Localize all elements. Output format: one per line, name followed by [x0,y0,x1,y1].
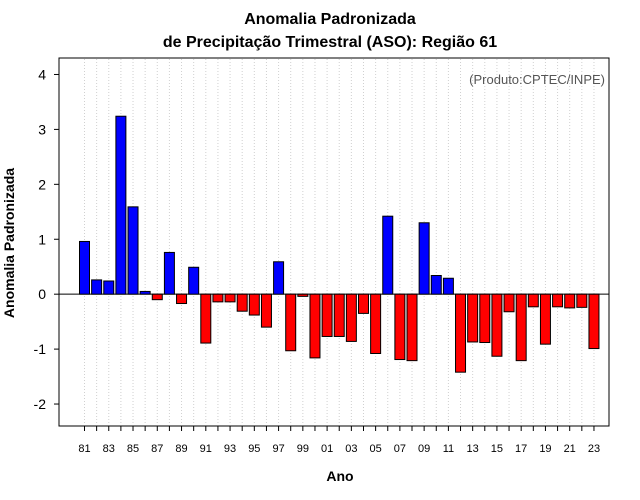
chart-title-line2: de Precipitação Trimestral (ASO): Região… [163,34,497,51]
x-tick-label: 21 [564,443,576,455]
grid-lines [84,59,595,425]
y-tick-label: -1 [34,341,47,357]
x-tick-label: 07 [394,443,406,455]
product-credit: (Produto:CPTEC/INPE) [469,72,605,87]
bar-85 [127,206,139,295]
x-tick-label: 17 [515,443,527,455]
x-tick-label: 87 [151,443,163,455]
x-tick-label: 23 [588,443,600,455]
bar-21 [564,293,576,309]
bar-98 [285,293,297,352]
y-tick-label: 4 [38,66,46,82]
bar-03 [345,293,357,342]
x-axis-label: Ano [326,468,353,484]
bar-06 [382,215,394,295]
bar-96 [260,293,272,328]
y-tick-label: 0 [38,286,46,302]
y-tick-label: 1 [38,231,46,247]
bar-87 [151,293,163,301]
bar-18 [527,293,539,308]
bar-15 [491,293,503,357]
bar-92 [212,293,224,303]
x-tick-label: 93 [224,443,236,455]
y-tick-label: 2 [38,176,46,192]
x-tick-label: 11 [443,443,454,455]
bar-91 [200,293,212,344]
bar-88 [163,251,175,295]
bar-04 [357,293,369,314]
bar-94 [236,293,248,312]
y-tick-label: -2 [34,396,47,412]
bars [79,115,600,373]
bar-19 [539,293,551,345]
x-tick-label: 09 [418,443,430,455]
x-tick-label: 85 [127,443,139,455]
chart-title-line1: Anomalia Padronizada [244,11,416,28]
bar-84 [115,115,127,295]
bar-89 [176,293,188,305]
bar-09 [418,222,430,295]
x-tick-label: 83 [103,443,115,455]
bar-83 [103,280,115,295]
y-axis-label: Anomalia Padronizada [1,168,17,318]
y-tick-label: 3 [38,121,46,137]
bar-93 [224,293,236,303]
bar-10 [430,275,442,295]
x-tick-label: 15 [491,443,503,455]
bar-86 [139,290,151,295]
bar-02 [333,293,345,337]
bar-97 [273,261,285,295]
bar-11 [442,277,454,295]
x-tick-label: 03 [345,443,357,455]
bar-95 [248,293,260,316]
bar-17 [515,293,527,362]
bar-13 [467,293,479,343]
bar-05 [370,293,382,354]
x-tick-label: 91 [200,443,212,455]
bar-00 [309,293,321,359]
bar-82 [91,279,103,295]
bar-99 [297,293,309,297]
x-tick-label: 97 [272,443,284,455]
x-tick-label: 81 [78,443,90,455]
bar-07 [394,293,406,361]
bar-20 [552,293,564,308]
y-axis: -2 -1 0 1 2 3 4 [34,66,59,412]
bar-14 [479,293,491,344]
x-tick-label: 89 [175,443,187,455]
bar-01 [321,293,333,337]
bar-81 [79,240,90,295]
bar-08 [406,293,418,362]
x-tick-label: 19 [539,443,551,455]
x-tick-label: 99 [297,443,309,455]
bar-23 [588,293,600,350]
x-axis: 81 83 85 87 89 91 93 95 97 99 01 03 05 07 09 11 13 15 17 19… [78,426,600,455]
bar-90 [188,266,200,295]
x-tick-label: 01 [321,443,333,455]
bar-16 [503,293,515,313]
bar-22 [576,293,588,308]
x-tick-label: 13 [467,443,479,455]
bar-12 [455,293,467,373]
x-tick-label: 05 [369,443,381,455]
plot-border [58,57,610,427]
x-tick-label: 95 [248,443,260,455]
